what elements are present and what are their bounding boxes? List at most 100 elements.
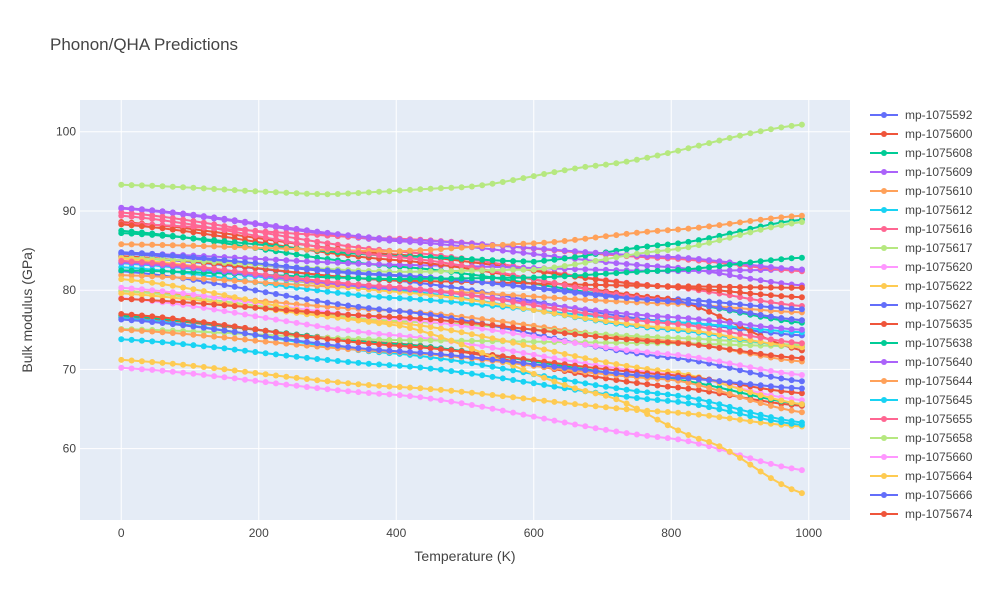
data-point bbox=[479, 372, 486, 379]
data-point bbox=[664, 247, 671, 254]
data-point bbox=[633, 261, 640, 268]
data-point bbox=[376, 320, 383, 327]
data-point bbox=[757, 334, 764, 341]
legend-item[interactable]: mp-1075638 bbox=[870, 336, 973, 350]
data-point bbox=[159, 293, 166, 300]
data-point bbox=[180, 184, 187, 191]
data-point bbox=[798, 385, 805, 392]
data-point bbox=[747, 218, 754, 224]
legend-item[interactable]: mp-1075627 bbox=[870, 298, 973, 312]
legend-item[interactable]: mp-1075600 bbox=[870, 127, 973, 141]
legend-item[interactable]: mp-1075644 bbox=[870, 374, 973, 388]
legend-item[interactable]: mp-1075622 bbox=[870, 279, 973, 293]
data-point bbox=[602, 297, 609, 304]
legend-item[interactable]: mp-1075664 bbox=[870, 469, 973, 483]
legend-item[interactable]: mp-1075620 bbox=[870, 260, 973, 274]
data-point bbox=[706, 443, 713, 450]
data-point bbox=[376, 330, 383, 337]
data-point bbox=[520, 321, 527, 328]
legend-swatch-marker bbox=[881, 340, 887, 346]
data-point bbox=[138, 358, 145, 365]
data-point bbox=[633, 156, 640, 163]
data-point bbox=[716, 137, 723, 144]
legend-item[interactable]: mp-1075592 bbox=[870, 108, 973, 122]
data-point bbox=[396, 308, 403, 315]
data-point bbox=[200, 304, 207, 311]
legend-item[interactable]: mp-1075660 bbox=[870, 450, 973, 464]
data-point bbox=[200, 264, 207, 271]
legend-item[interactable]: mp-1075610 bbox=[870, 184, 973, 198]
data-point bbox=[479, 243, 486, 250]
data-point bbox=[448, 255, 455, 262]
data-point bbox=[510, 367, 517, 374]
legend-item[interactable]: mp-1075666 bbox=[870, 488, 973, 502]
data-point bbox=[169, 330, 176, 336]
data-point bbox=[242, 187, 248, 194]
data-point bbox=[582, 341, 589, 348]
legend-item[interactable]: mp-1075608 bbox=[870, 146, 973, 160]
data-point bbox=[767, 475, 774, 482]
data-point bbox=[747, 296, 754, 302]
data-point bbox=[695, 237, 702, 244]
data-point bbox=[355, 190, 362, 196]
data-point bbox=[726, 448, 733, 455]
data-point bbox=[613, 345, 620, 352]
data-point bbox=[510, 274, 517, 281]
data-point bbox=[396, 261, 403, 268]
data-point bbox=[417, 349, 424, 356]
data-point bbox=[572, 261, 578, 268]
data-point bbox=[798, 317, 805, 324]
data-point bbox=[221, 334, 228, 341]
data-point bbox=[365, 318, 372, 325]
data-point bbox=[489, 280, 496, 287]
data-point bbox=[169, 274, 176, 281]
data-point bbox=[778, 397, 785, 404]
data-point bbox=[324, 229, 331, 236]
data-point bbox=[788, 293, 795, 300]
data-point bbox=[644, 396, 651, 403]
legend-item[interactable]: mp-1075655 bbox=[870, 412, 973, 426]
data-point bbox=[365, 251, 372, 258]
data-point bbox=[252, 326, 259, 333]
data-point bbox=[510, 292, 517, 299]
data-point bbox=[231, 239, 238, 246]
x-tick-label: 1000 bbox=[795, 526, 822, 540]
legend-item[interactable]: mp-1075635 bbox=[870, 317, 973, 331]
legend-item[interactable]: mp-1075617 bbox=[870, 241, 973, 255]
data-point bbox=[272, 223, 279, 229]
legend-item[interactable]: mp-1075674 bbox=[870, 507, 973, 521]
data-point bbox=[520, 240, 527, 247]
data-point bbox=[695, 342, 702, 349]
legend-item[interactable]: mp-1075612 bbox=[870, 203, 973, 217]
data-point bbox=[737, 416, 743, 423]
data-point bbox=[252, 370, 259, 376]
data-point bbox=[128, 336, 135, 343]
data-point bbox=[592, 271, 599, 278]
legend-item[interactable]: mp-1075616 bbox=[870, 222, 973, 236]
data-point bbox=[788, 316, 795, 323]
data-point bbox=[128, 285, 135, 292]
data-point bbox=[798, 326, 805, 333]
data-point bbox=[169, 233, 176, 240]
data-point bbox=[541, 362, 548, 369]
data-point bbox=[602, 233, 609, 240]
legend-swatch-marker bbox=[881, 264, 887, 270]
data-point bbox=[283, 249, 290, 256]
data-point bbox=[407, 186, 413, 193]
data-point bbox=[118, 290, 125, 297]
legend-item[interactable]: mp-1075609 bbox=[870, 165, 973, 179]
legend-item[interactable]: mp-1075645 bbox=[870, 393, 973, 407]
legend-item[interactable]: mp-1075640 bbox=[870, 355, 973, 369]
data-point bbox=[798, 212, 805, 219]
data-point bbox=[654, 416, 661, 423]
data-point bbox=[149, 250, 156, 257]
data-point bbox=[489, 373, 496, 380]
data-point bbox=[654, 319, 661, 326]
data-point bbox=[530, 302, 537, 309]
data-point bbox=[623, 246, 630, 253]
legend-item[interactable]: mp-1075658 bbox=[870, 431, 973, 445]
data-point bbox=[592, 368, 599, 375]
data-point bbox=[355, 275, 362, 282]
data-point bbox=[757, 468, 764, 475]
data-point bbox=[716, 358, 723, 365]
